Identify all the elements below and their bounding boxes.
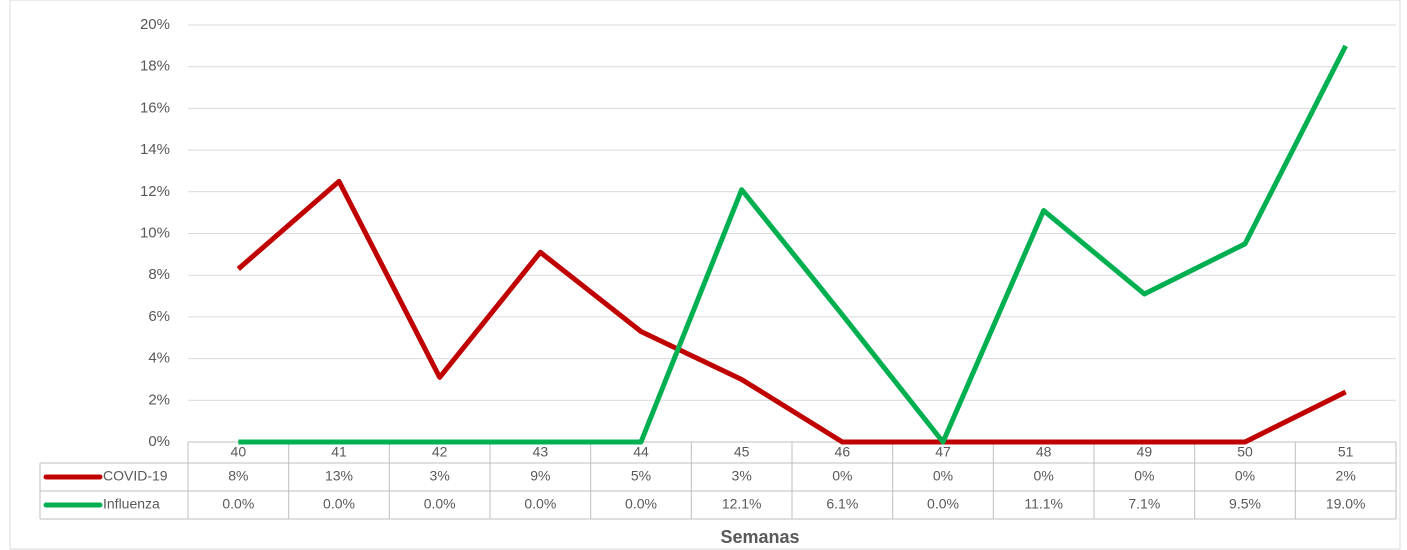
- legend-label: COVID-19: [103, 468, 168, 484]
- y-tick-label: 8%: [148, 266, 170, 283]
- x-tick-label: 42: [432, 444, 448, 460]
- y-tick-label: 0%: [148, 433, 170, 450]
- x-tick-label: 49: [1137, 444, 1153, 460]
- data-label: 0%: [1034, 468, 1054, 484]
- data-label: 13%: [325, 468, 353, 484]
- data-label: 9%: [530, 468, 550, 484]
- data-label: 3%: [430, 468, 450, 484]
- y-tick-label: 2%: [148, 391, 170, 408]
- data-label: 9.5%: [1229, 496, 1261, 512]
- x-tick-label: 44: [633, 444, 649, 460]
- y-tick-label: 4%: [148, 350, 170, 367]
- x-tick-label: 48: [1036, 444, 1052, 460]
- data-label: 0%: [832, 468, 852, 484]
- data-label: 2%: [1336, 468, 1356, 484]
- chart-frame: [9, 0, 1401, 550]
- data-label: 0%: [1134, 468, 1154, 484]
- data-label: 0%: [1235, 468, 1255, 484]
- x-tick-label: 47: [935, 444, 951, 460]
- x-tick-label: 45: [734, 444, 750, 460]
- data-label: 11.1%: [1024, 496, 1063, 512]
- data-label: 0.0%: [625, 496, 657, 512]
- x-axis-title: Semanas: [720, 527, 799, 547]
- x-tick-label: 50: [1237, 444, 1253, 460]
- x-tick-label: 43: [533, 444, 549, 460]
- legend-label: Influenza: [103, 496, 160, 512]
- y-tick-label: 16%: [140, 99, 170, 116]
- data-label: 0.0%: [222, 496, 254, 512]
- y-tick-label: 18%: [140, 58, 170, 75]
- data-label: 0.0%: [424, 496, 456, 512]
- data-label: 6.1%: [826, 496, 858, 512]
- data-label: 0%: [933, 468, 953, 484]
- x-tick-label: 41: [331, 444, 347, 460]
- data-label: 0.0%: [323, 496, 355, 512]
- data-label: 19.0%: [1326, 496, 1366, 512]
- y-tick-label: 14%: [140, 141, 170, 158]
- data-label: 7.1%: [1128, 496, 1160, 512]
- y-tick-label: 6%: [148, 308, 170, 325]
- data-label: 0.0%: [927, 496, 959, 512]
- x-tick-label: 51: [1338, 444, 1354, 460]
- y-tick-label: 20%: [140, 16, 170, 33]
- data-label: 3%: [732, 468, 752, 484]
- line-series: [236, 178, 1347, 445]
- data-label: 0.0%: [524, 496, 556, 512]
- x-tick-label: 46: [835, 444, 851, 460]
- y-tick-label: 10%: [140, 224, 170, 241]
- data-label: 12.1%: [722, 496, 762, 512]
- x-tick-label: 40: [231, 444, 247, 460]
- data-label: 8%: [228, 468, 248, 484]
- y-tick-label: 12%: [140, 183, 170, 200]
- data-label: 5%: [631, 468, 651, 484]
- line-series: [238, 44, 1348, 445]
